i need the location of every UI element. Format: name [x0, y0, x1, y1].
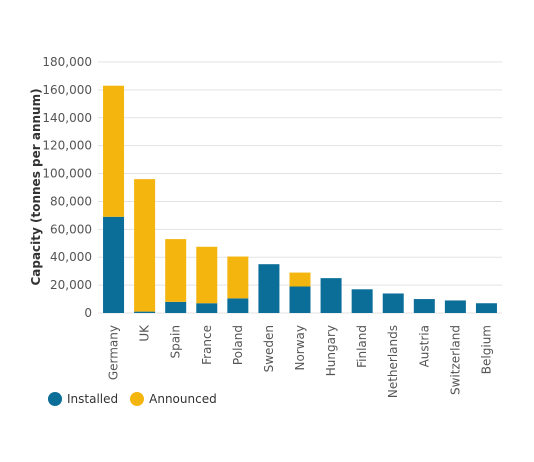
legend-item-installed: Installed: [48, 392, 118, 406]
bar-installed-austria: [413, 299, 435, 313]
x-tick-label: Netherlands: [386, 325, 400, 398]
y-tick-label: 0: [84, 306, 92, 320]
x-tick-label: Germany: [107, 325, 121, 380]
y-axis-label: Capacity (tonnes per annum): [29, 88, 43, 285]
bar-installed-sweden: [258, 264, 280, 313]
legend-item-announced: Announced: [130, 392, 217, 406]
y-tick-label: 60,000: [50, 222, 92, 236]
bars: [103, 85, 497, 313]
bar-announced-poland: [227, 256, 249, 299]
bar-installed-belgium: [475, 303, 497, 313]
y-tick-label: 140,000: [42, 111, 92, 125]
legend-label-announced: Announced: [149, 392, 217, 406]
bar-installed-switzerland: [444, 300, 466, 313]
bar-announced-spain: [165, 239, 187, 302]
x-tick-label: Spain: [169, 325, 183, 359]
bar-installed-spain: [165, 301, 187, 313]
x-tick-label: Poland: [231, 325, 245, 365]
legend-label-installed: Installed: [67, 392, 119, 406]
x-tick-label: UK: [138, 324, 152, 342]
bar-installed-finland: [351, 289, 373, 313]
x-tick-label: France: [200, 325, 214, 365]
x-tick-labels: Germany UK Spain France Poland Sweden Norway Hu…: [107, 324, 494, 398]
y-tick-label: 160,000: [42, 83, 92, 97]
bar-installed-poland: [227, 298, 249, 313]
bar-installed-uk: [134, 311, 156, 313]
bar-installed-hungary: [320, 278, 342, 313]
x-tick-label: Austria: [417, 325, 431, 367]
y-tick-label: 20,000: [50, 278, 92, 292]
y-tick-label: 40,000: [50, 250, 92, 264]
y-tick-label: 180,000: [42, 55, 92, 69]
y-tick-label: 80,000: [50, 194, 92, 208]
bar-announced-france: [196, 246, 218, 304]
y-tick-label: 100,000: [42, 167, 92, 181]
bar-announced-norway: [289, 272, 311, 287]
bar-announced-germany: [103, 85, 125, 217]
y-tick-label: 120,000: [42, 139, 92, 153]
x-tick-label: Switzerland: [448, 325, 462, 395]
bar-announced-uk: [134, 179, 156, 312]
x-tick-label: Hungary: [324, 325, 338, 376]
bar-installed-france: [196, 303, 218, 313]
x-tick-label: Finland: [355, 325, 369, 368]
legend: Installed Announced: [48, 392, 229, 406]
bar-installed-norway: [289, 286, 311, 313]
x-tick-label: Belgium: [479, 325, 493, 374]
y-tick-labels: 0 20,000 40,000 60,000 80,000 100,000 120,000 1…: [42, 55, 92, 320]
legend-swatch-announced: [130, 392, 145, 406]
bar-installed-netherlands: [382, 293, 404, 313]
x-tick-label: Norway: [293, 325, 307, 371]
legend-swatch-installed: [48, 392, 62, 406]
x-tick-label: Sweden: [262, 325, 276, 372]
bar-installed-germany: [103, 216, 125, 313]
